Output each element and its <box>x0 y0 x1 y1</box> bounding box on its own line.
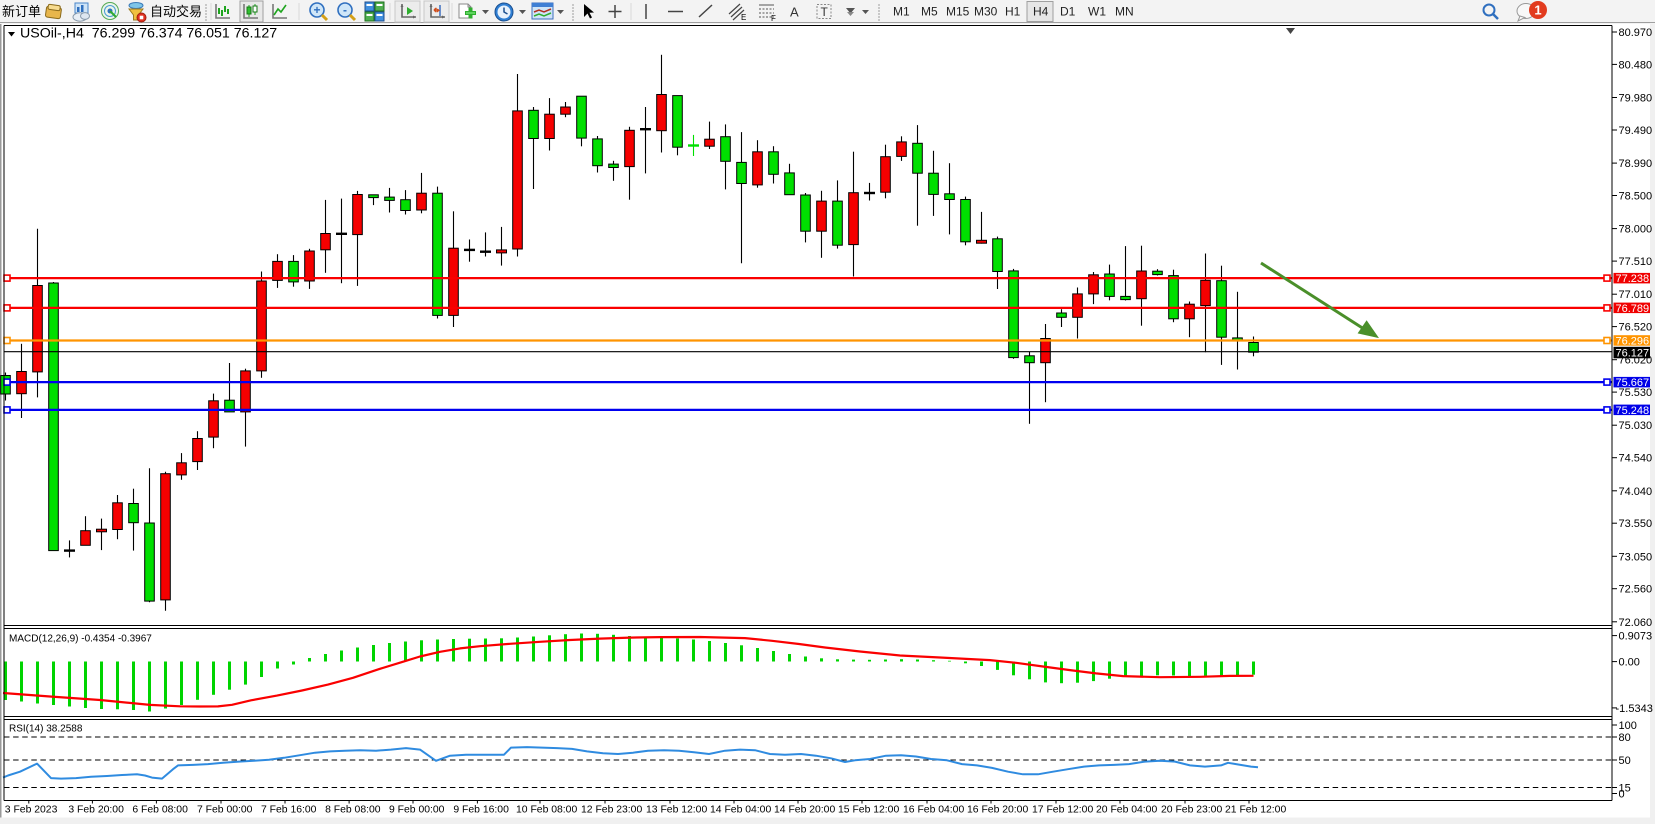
svg-text:F: F <box>771 14 776 23</box>
svg-text:14 Feb 20:00: 14 Feb 20:00 <box>774 805 835 816</box>
svg-text:76.296: 76.296 <box>1616 336 1650 348</box>
svg-text:15 Feb 12:00: 15 Feb 12:00 <box>838 805 899 816</box>
svg-text:76.520: 76.520 <box>1619 322 1653 334</box>
svg-text:12 Feb 23:00: 12 Feb 23:00 <box>581 805 642 816</box>
svg-text:75.530: 75.530 <box>1619 387 1653 399</box>
svg-text:3 Feb 20:00: 3 Feb 20:00 <box>68 805 124 816</box>
svg-text:78.500: 78.500 <box>1619 191 1653 203</box>
svg-text:50: 50 <box>1619 755 1631 767</box>
svg-text:USOil-,H4 76.299 76.374 76.05: USOil-,H4 76.299 76.374 76.051 76.127 <box>20 26 277 42</box>
svg-text:73.550: 73.550 <box>1619 518 1653 530</box>
svg-text:79.490: 79.490 <box>1619 125 1653 137</box>
svg-text:76.127: 76.127 <box>1616 348 1650 360</box>
svg-text:M15: M15 <box>946 5 970 19</box>
svg-text:15: 15 <box>1619 783 1631 795</box>
svg-text:M1: M1 <box>893 5 910 19</box>
svg-text:0.9073: 0.9073 <box>1619 631 1653 643</box>
svg-text:6 Feb 08:00: 6 Feb 08:00 <box>132 805 188 816</box>
svg-text:16 Feb 04:00: 16 Feb 04:00 <box>903 805 964 816</box>
svg-text:79.980: 79.980 <box>1619 93 1653 105</box>
svg-text:MACD(12,26,9) -0.4354 -0.3967: MACD(12,26,9) -0.4354 -0.3967 <box>9 634 152 645</box>
svg-text:80.480: 80.480 <box>1619 59 1653 71</box>
svg-text:13 Feb 12:00: 13 Feb 12:00 <box>646 805 707 816</box>
svg-text:21 Feb 12:00: 21 Feb 12:00 <box>1225 805 1286 816</box>
svg-text:T: T <box>821 5 829 19</box>
svg-text:100: 100 <box>1619 720 1637 732</box>
svg-text:1: 1 <box>1534 3 1541 18</box>
svg-text:10 Feb 08:00: 10 Feb 08:00 <box>516 805 577 816</box>
svg-text:7 Feb 16:00: 7 Feb 16:00 <box>261 805 317 816</box>
svg-text:80.970: 80.970 <box>1619 27 1653 39</box>
svg-text:20 Feb 04:00: 20 Feb 04:00 <box>1096 805 1157 816</box>
svg-text:+: + <box>313 3 320 17</box>
svg-text:M30: M30 <box>974 5 998 19</box>
svg-text:77.238: 77.238 <box>1616 273 1650 285</box>
svg-text:9 Feb 00:00: 9 Feb 00:00 <box>389 805 445 816</box>
svg-text:72.560: 72.560 <box>1619 584 1653 596</box>
svg-text:77.010: 77.010 <box>1619 289 1653 301</box>
svg-text:75.030: 75.030 <box>1619 420 1653 432</box>
svg-text:0.00: 0.00 <box>1619 657 1640 669</box>
svg-text:76.789: 76.789 <box>1616 303 1650 315</box>
svg-text:72.060: 72.060 <box>1619 617 1653 629</box>
svg-text:74.040: 74.040 <box>1619 486 1653 498</box>
svg-text:D1: D1 <box>1060 5 1076 19</box>
svg-text:9 Feb 16:00: 9 Feb 16:00 <box>453 805 509 816</box>
svg-text:新订单: 新订单 <box>2 4 41 19</box>
svg-text:78.000: 78.000 <box>1619 224 1653 236</box>
svg-text:75.667: 75.667 <box>1616 377 1650 389</box>
svg-text:H1: H1 <box>1005 5 1021 19</box>
svg-text:73.050: 73.050 <box>1619 551 1653 563</box>
svg-text:W1: W1 <box>1088 5 1106 19</box>
svg-text:3 Feb 2023: 3 Feb 2023 <box>5 805 58 816</box>
svg-text:78.990: 78.990 <box>1619 158 1653 170</box>
svg-text:-1.5343: -1.5343 <box>1616 703 1653 715</box>
svg-text:0: 0 <box>1619 789 1625 801</box>
svg-text:E: E <box>741 13 746 22</box>
svg-text:7 Feb 00:00: 7 Feb 00:00 <box>197 805 253 816</box>
svg-text:80: 80 <box>1619 732 1631 744</box>
svg-text:-: - <box>343 3 347 17</box>
svg-text:自动交易: 自动交易 <box>150 4 202 19</box>
svg-text:17 Feb 12:00: 17 Feb 12:00 <box>1032 805 1093 816</box>
svg-text:MN: MN <box>1115 5 1134 19</box>
svg-text:RSI(14) 38.2588: RSI(14) 38.2588 <box>9 724 83 735</box>
svg-text:16 Feb 20:00: 16 Feb 20:00 <box>967 805 1028 816</box>
svg-text:75.248: 75.248 <box>1616 405 1650 417</box>
svg-text:8 Feb 08:00: 8 Feb 08:00 <box>325 805 381 816</box>
svg-text:H4: H4 <box>1033 5 1049 19</box>
svg-text:A: A <box>790 5 799 20</box>
svg-text:74.540: 74.540 <box>1619 453 1653 465</box>
svg-text:14 Feb 04:00: 14 Feb 04:00 <box>710 805 771 816</box>
svg-text:M5: M5 <box>921 5 938 19</box>
svg-text:77.510: 77.510 <box>1619 256 1653 268</box>
svg-text:20 Feb 23:00: 20 Feb 23:00 <box>1161 805 1222 816</box>
